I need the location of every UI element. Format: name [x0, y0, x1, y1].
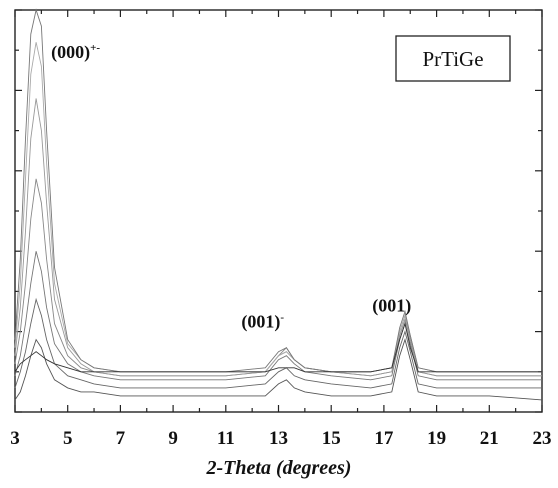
annotation-superscript: +-	[90, 42, 100, 54]
peak-annotation-3: (001)	[372, 296, 411, 317]
data-traces	[14, 8, 543, 401]
x-tick-label: 11	[217, 428, 235, 449]
tick-labels: 3 5 7 9 11 13 15 17 19 21 23	[10, 428, 551, 449]
series-line-5	[14, 98, 542, 377]
x-tick-label: 15	[322, 428, 341, 449]
x-axis-label: 2-Theta (degrees)	[206, 457, 352, 479]
x-tick-label: 21	[480, 428, 499, 449]
annotation-text: (001)	[241, 312, 280, 333]
annotation-text: (000)	[51, 42, 90, 63]
series-line-1	[14, 338, 543, 401]
x-tick-label: 13	[269, 428, 288, 449]
series-line-8	[14, 321, 542, 373]
x-tick-label: 3	[10, 428, 20, 449]
x-tick-label: 23	[533, 428, 552, 449]
axes-frame	[14, 9, 543, 413]
legend-box: PrTiGe	[395, 35, 511, 82]
peak-annotation-2: (001)-	[241, 312, 284, 333]
annotation-text: (001)	[372, 296, 411, 317]
x-tick-label: 9	[168, 428, 178, 449]
annotation-superscript: -	[280, 312, 284, 324]
peak-annotations: (000)+-(001)-(001)	[51, 42, 411, 332]
peak-annotation-1: (000)+-	[51, 42, 100, 63]
legend-label: PrTiGe	[422, 47, 483, 71]
series-line-2	[14, 297, 542, 389]
x-tick-label: 17	[374, 428, 394, 449]
x-tick-label: 7	[116, 428, 126, 449]
series-line-7	[14, 8, 542, 373]
series-line-4	[14, 178, 542, 377]
x-tick-label: 19	[427, 428, 446, 449]
x-tick-label: 5	[63, 428, 73, 449]
